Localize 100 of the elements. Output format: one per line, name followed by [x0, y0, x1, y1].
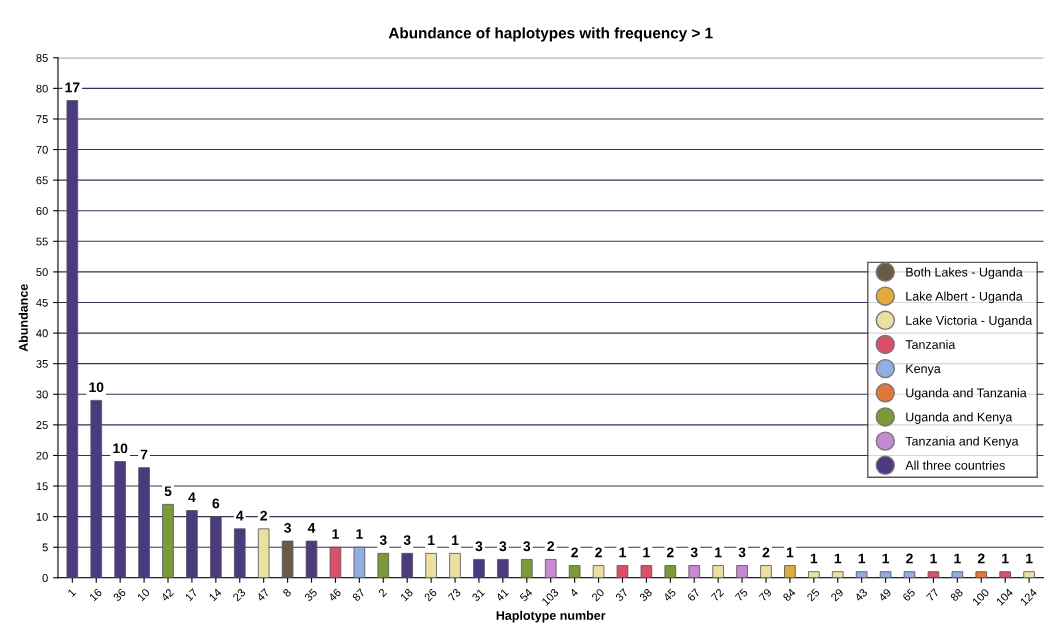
bar: [449, 552, 461, 578]
bar: [473, 559, 485, 578]
annotation: 2: [260, 510, 267, 521]
annotation: 10: [113, 443, 128, 454]
legend-label: Lake Albert - Uganda: [906, 291, 1023, 304]
bar: [162, 503, 174, 578]
bar: [544, 559, 557, 578]
x-tick-label: 72: [710, 588, 725, 602]
x-tick-label: 38: [638, 588, 653, 602]
x-tick-label: 77: [926, 588, 940, 602]
bar: [377, 552, 390, 578]
annotation: 3: [499, 541, 507, 552]
annotation: 5: [164, 486, 172, 497]
x-tick-label: 45: [662, 588, 677, 602]
y-axis-title: Abundance: [18, 284, 28, 352]
annotation: 3: [690, 547, 698, 558]
x-tick-label: 73: [447, 588, 462, 602]
annotation: 1: [786, 547, 794, 558]
y-tick-label: 50: [36, 268, 48, 277]
legend-label: All three countries: [905, 460, 1005, 470]
annotation: 3: [284, 522, 291, 533]
annotation: 7: [140, 449, 148, 460]
y-tick-label: 30: [36, 390, 48, 399]
annotation: 6: [212, 498, 220, 509]
bar: [281, 540, 294, 578]
x-tick-label: 25: [806, 588, 820, 602]
legend-label: Both Lakes - Uganda: [906, 267, 1023, 280]
bar: [664, 565, 677, 578]
x-tick-label: 79: [758, 588, 773, 602]
x-tick-label: 88: [949, 588, 964, 602]
y-tick-label: 65: [36, 176, 48, 185]
annotation: 3: [475, 541, 483, 552]
bar: [497, 559, 509, 578]
annotation: 3: [403, 535, 411, 546]
legend-label: Lake Victoria - Uganda: [906, 315, 1033, 328]
annotation: 1: [834, 553, 842, 564]
annotation: 4: [236, 510, 244, 521]
y-tick-label: 40: [36, 329, 48, 338]
x-tick-label: 10: [136, 588, 151, 602]
y-tick-label: 60: [36, 206, 48, 215]
annotation: 1: [954, 553, 961, 564]
x-tick-label: 16: [89, 588, 103, 602]
y-tick-label: 80: [36, 84, 48, 93]
legend-label: Tanzania and Kenya: [905, 436, 1019, 449]
bar: [66, 100, 79, 578]
annotation: 2: [977, 553, 985, 564]
x-tick-label: 100: [971, 588, 990, 606]
bar: [329, 546, 342, 578]
x-tick-label: 75: [734, 588, 749, 602]
legend-label: Tanzania: [905, 339, 956, 349]
y-tick-label: 55: [36, 237, 48, 246]
bar: [879, 571, 892, 578]
annotation: 2: [595, 547, 602, 558]
annotation: 1: [882, 553, 890, 564]
x-tick-label: 8: [282, 588, 292, 598]
x-tick-label: 4: [569, 588, 579, 598]
x-tick-label: 23: [232, 588, 246, 602]
x-tick-label: 46: [327, 588, 342, 602]
bar: [927, 571, 940, 578]
x-tick-label: 104: [995, 587, 1014, 606]
x-tick-label: 14: [208, 588, 223, 602]
bar: [831, 571, 844, 578]
bar: [760, 565, 772, 578]
x-tick-label: 36: [112, 588, 127, 602]
annotation: 3: [379, 535, 387, 546]
x-tick-label: 1: [67, 588, 77, 597]
x-tick-label: 41: [495, 588, 509, 602]
bar: [520, 559, 533, 578]
bar: [210, 516, 222, 578]
bar: [784, 565, 796, 578]
y-tick-label: 15: [36, 482, 48, 491]
bar: [425, 552, 437, 578]
bar: [616, 565, 629, 578]
annotation: 3: [523, 541, 531, 552]
bar: [592, 565, 605, 578]
x-tick-label: 84: [782, 587, 797, 602]
annotation: 2: [762, 547, 770, 558]
bar: [1023, 571, 1035, 578]
y-tick-label: 35: [36, 359, 48, 368]
y-tick-label: 70: [36, 145, 48, 154]
annotation: 10: [89, 382, 104, 393]
x-tick-label: 67: [686, 588, 701, 602]
annotation: 1: [619, 547, 626, 558]
y-tick-label: 5: [42, 543, 48, 552]
annotation: 2: [906, 553, 913, 564]
bar: [951, 571, 964, 578]
x-tick-label: 29: [830, 588, 844, 602]
annotation: 2: [547, 541, 555, 552]
bar: [90, 399, 103, 578]
x-tick-label: 65: [902, 588, 916, 602]
annotation: 1: [332, 529, 339, 539]
annotation: 1: [1026, 553, 1033, 564]
bar: [999, 571, 1011, 578]
x-tick-label: 54: [519, 588, 534, 602]
x-tick-label: 49: [877, 588, 892, 602]
bar: [401, 552, 413, 578]
x-tick-label: 35: [303, 588, 318, 602]
x-tick-label: 17: [184, 588, 198, 602]
x-tick-label: 20: [591, 588, 605, 602]
bar: [186, 510, 198, 578]
